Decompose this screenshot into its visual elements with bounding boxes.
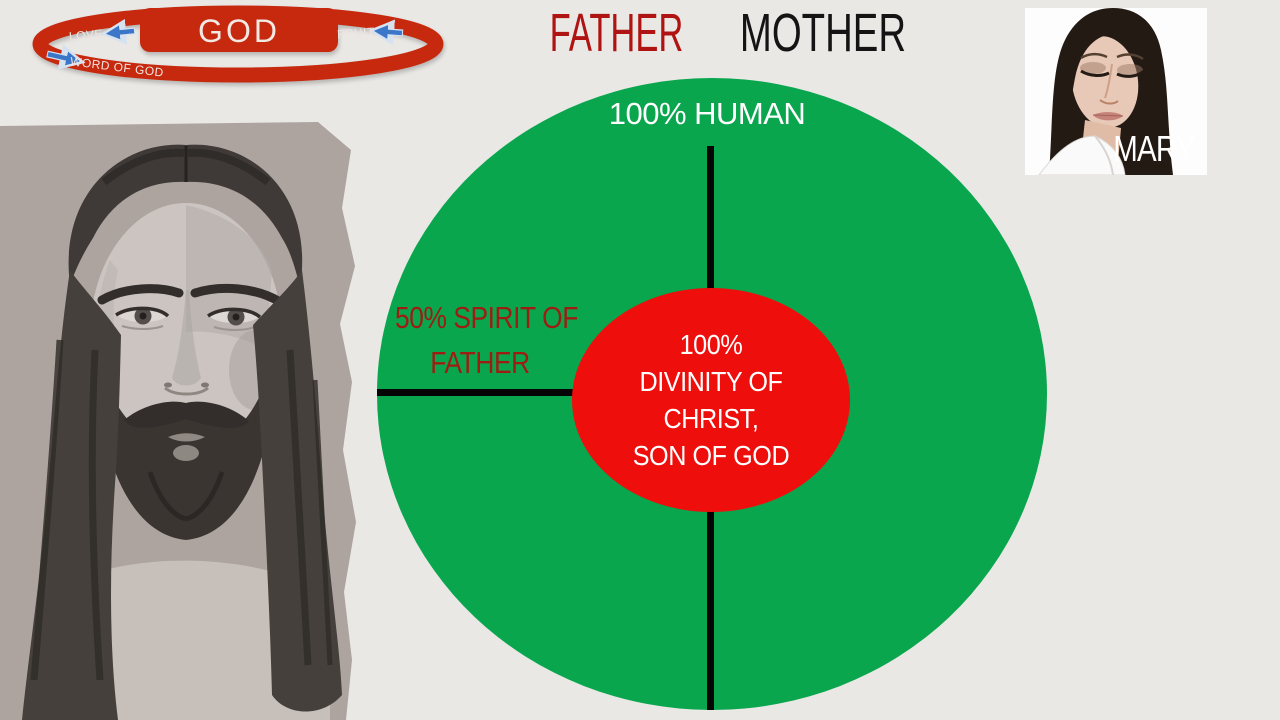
nose-shadow	[164, 386, 209, 396]
fruit-arrow-icon	[368, 19, 404, 46]
father-title: FATHER	[549, 3, 684, 63]
god-cycle-diagram: GOD LOVE FRUIT WORD OF GOD	[32, 5, 444, 83]
lips	[168, 433, 205, 442]
connector-line-bottom	[707, 510, 714, 710]
hair	[22, 144, 342, 720]
divinity-line: SON OF GOD	[632, 440, 790, 471]
divinity-line: DIVINITY OF	[639, 366, 783, 397]
connector-line-left	[377, 389, 578, 396]
mary-photo: MARY	[1025, 8, 1207, 175]
jesus-watercolor-portrait	[0, 122, 356, 720]
human-label: 100% HUMAN	[608, 96, 806, 131]
mary-face	[1071, 36, 1139, 128]
fruit-label: FRUIT	[337, 25, 376, 42]
nose	[172, 290, 201, 386]
spirit-of-father-label: 50% SPIRIT OF FATHER	[380, 295, 580, 385]
left-eyebrow	[97, 284, 184, 305]
divinity-label: 100% DIVINITY OF CHRIST, SON OF GOD	[633, 326, 790, 474]
right-eyebrow	[190, 283, 285, 307]
beard-strand	[147, 471, 187, 522]
forehead-shade	[186, 205, 272, 350]
chin-patch	[173, 445, 199, 461]
left-eye	[115, 306, 170, 330]
connector-line-top	[707, 146, 714, 291]
hair-fringe-left	[1059, 14, 1115, 138]
divinity-line: CHRIST,	[663, 403, 759, 434]
beard-strand	[185, 471, 225, 522]
word-of-god-arrow-icon	[46, 44, 86, 70]
left-nostril	[164, 382, 172, 388]
spirit-label-line1: 50% SPIRIT OF	[395, 300, 578, 335]
spirit-label-line2: FATHER	[430, 345, 530, 380]
god-label: GOD	[198, 13, 280, 49]
shirt-fold	[1094, 135, 1114, 175]
right-eye	[207, 307, 262, 331]
mary-features	[1080, 52, 1145, 121]
neck-chest-wash	[55, 560, 330, 720]
love-label: LOVE	[68, 27, 103, 44]
mother-title: MOTHER	[739, 3, 907, 63]
god-ring	[32, 5, 444, 83]
mary-caption: MARY	[1113, 128, 1195, 168]
love-arrow-icon	[100, 18, 136, 45]
right-nostril	[201, 382, 209, 388]
divinity-ellipse: 100% DIVINITY OF CHRIST, SON OF GOD	[572, 288, 850, 512]
mustache	[124, 401, 249, 428]
divinity-line: 100%	[679, 329, 743, 360]
hair-fringe-right	[1113, 14, 1163, 140]
god-box	[140, 8, 338, 52]
